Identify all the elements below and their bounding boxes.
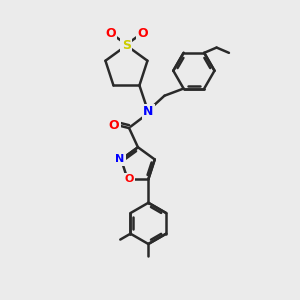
Text: O: O <box>105 27 116 40</box>
Text: O: O <box>124 174 134 184</box>
Text: S: S <box>122 39 131 52</box>
Text: O: O <box>109 119 119 132</box>
Text: O: O <box>137 27 148 40</box>
Text: N: N <box>115 154 124 164</box>
Text: N: N <box>143 105 153 119</box>
